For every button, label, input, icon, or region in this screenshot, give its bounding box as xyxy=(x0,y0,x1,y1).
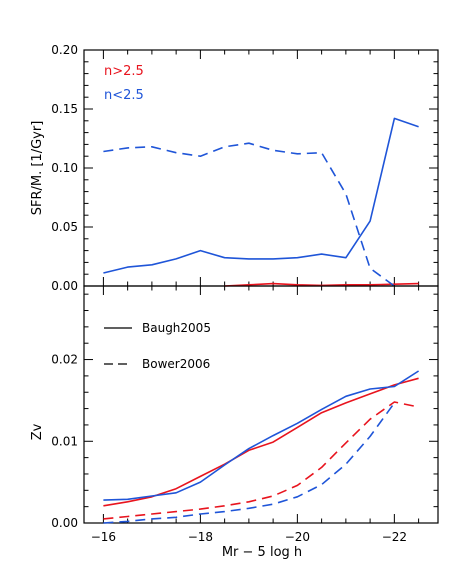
bottom-panel-ticks: −16 −18 −20 −22 0.00 0.01 0.02 xyxy=(51,286,438,544)
top-panel-ticks: 0.00 0.05 0.10 0.15 0.20 xyxy=(51,43,438,293)
bottom-panel-series xyxy=(103,370,420,524)
legend-label-baugh2005: Baugh2005 xyxy=(142,321,211,335)
x-tick-label: −16 xyxy=(91,530,116,544)
series-line-1-2 xyxy=(103,401,419,520)
legend-label-bower2006: Bower2006 xyxy=(142,357,210,371)
y-tick-label: 0.10 xyxy=(51,161,78,175)
y-tick-label: 0.00 xyxy=(51,279,78,293)
top-panel: 0.00 0.05 0.10 0.15 0.20 SFR/M. [1/Gyr] n>2.… xyxy=(30,43,439,293)
y-tick-label: 0.02 xyxy=(51,353,78,367)
top-panel-ylabel: SFR/M. [1/Gyr] xyxy=(30,121,45,216)
series-line-0-0 xyxy=(224,282,419,287)
bottom-panel-frame xyxy=(83,285,439,524)
bottom-panel-ylabel: Zv xyxy=(30,423,45,440)
y-tick-label: 0.05 xyxy=(51,220,78,234)
y-tick-label: 0.01 xyxy=(51,434,78,448)
series-line-0-1 xyxy=(103,117,419,274)
bottom-panel-xlabel: Mr − 5 log h xyxy=(222,545,302,560)
top-panel-series xyxy=(103,117,419,287)
x-tick-label: −18 xyxy=(188,530,213,544)
series-line-1-1 xyxy=(103,370,420,501)
y-tick-label: 0.20 xyxy=(51,43,78,57)
series-line-1-3 xyxy=(103,402,396,524)
x-tick-label: −20 xyxy=(285,530,310,544)
legend-label-n-gt-2-5: n>2.5 xyxy=(104,64,144,79)
bottom-panel: −16 −18 −20 −22 0.00 0.01 0.02 Zv Mr − 5 log h… xyxy=(30,285,439,560)
top-panel-frame xyxy=(83,49,439,287)
y-tick-label: 0.00 xyxy=(51,516,78,530)
series-line-0-2 xyxy=(103,142,395,287)
y-tick-label: 0.15 xyxy=(51,102,78,116)
x-tick-label: −22 xyxy=(382,530,407,544)
legend-label-n-lt-2-5: n<2.5 xyxy=(104,88,144,103)
